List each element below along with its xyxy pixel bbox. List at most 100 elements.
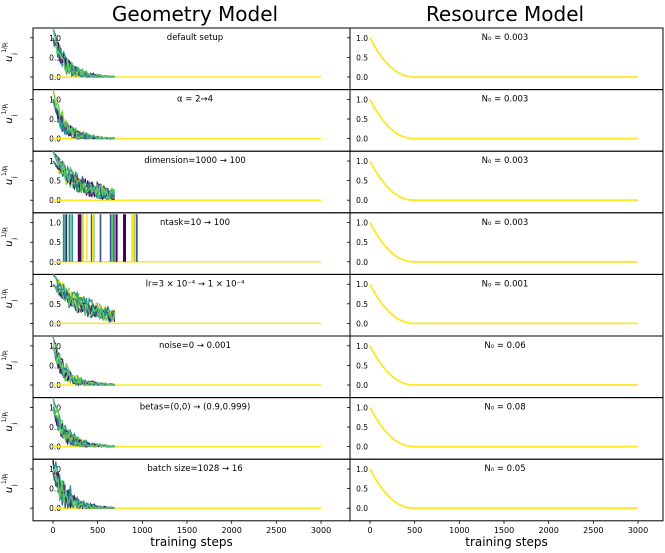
panel-title: N₀ = 0.003	[482, 33, 529, 43]
y-tick-label: 1.0	[49, 403, 61, 412]
y-axis-label: uj1/pi	[1, 227, 18, 246]
y-tick-label: 0.5	[49, 177, 61, 186]
x-tick-label: 2000	[221, 526, 241, 535]
y-axis-label-sub: j	[11, 238, 18, 241]
y-tick-label: 0.5	[356, 485, 368, 494]
series-line	[52, 273, 116, 321]
series-line	[52, 407, 115, 448]
series-line	[52, 27, 115, 78]
y-tick-label: 0.5	[356, 361, 368, 370]
series-line	[52, 27, 115, 78]
y-tick-label: 0.0	[356, 443, 368, 452]
y-tick-label: 1.0	[356, 157, 368, 166]
y-axis-label-u: u	[4, 117, 15, 123]
y-axis-label: uj1/pi	[1, 104, 18, 123]
y-axis-label-sub: j	[11, 53, 18, 56]
panel-title: N₀ = 0.003	[482, 95, 529, 105]
x-tick-label: 3000	[628, 526, 648, 535]
panel-title: N₀ = 0.05	[484, 464, 525, 474]
y-tick-label: 1.0	[356, 219, 368, 228]
panel-title: noise=0 → 0.001	[159, 341, 231, 351]
x-axis-label: training steps	[465, 535, 548, 549]
x-tick-label: 3000	[311, 526, 331, 535]
y-axis-label: uj1/pi	[1, 166, 18, 185]
y-tick-label: 1.0	[49, 342, 61, 351]
y-axis-label: uj1/pi	[1, 289, 18, 308]
panel-title: N₀ = 0.003	[482, 218, 529, 228]
series-line	[52, 150, 116, 201]
y-tick-label: 1.0	[356, 34, 368, 43]
y-axis-label-sup: 1/p	[1, 166, 8, 176]
y-tick-label: 0.0	[356, 504, 368, 513]
x-tick-label: 1500	[177, 526, 197, 535]
y-axis-label-sup: 1/p	[1, 289, 8, 299]
y-axis-label-sup-sub: i	[4, 227, 10, 228]
series-line	[369, 37, 638, 78]
y-axis-label-sub: j	[11, 114, 18, 117]
panel-resource-4: 0.0 0.5 1.0 N₀ = 0.001	[347, 273, 664, 337]
y-tick-label: 1.0	[49, 157, 61, 166]
x-tick-label: 2500	[266, 526, 286, 535]
panel-title: ntask=10 → 100	[160, 218, 230, 228]
panel-resource-2: 0.0 0.5 1.0 N₀ = 0.003	[347, 150, 664, 214]
y-tick-label: 0.0	[356, 319, 368, 328]
panel-resource-0: 0.0 0.5 1.0 N₀ = 0.003	[347, 27, 664, 91]
series-line	[369, 406, 638, 448]
y-tick-label: 1.0	[49, 219, 61, 228]
panel-title: N₀ = 0.06	[484, 341, 525, 351]
y-tick-label: 0.0	[356, 196, 368, 205]
series-line	[369, 222, 638, 263]
series-line	[369, 468, 638, 510]
y-axis-label-sub: j	[11, 422, 18, 425]
x-tick-label: 500	[407, 526, 422, 535]
x-tick-label: 2500	[583, 526, 603, 535]
y-axis-label-u: u	[4, 487, 15, 493]
y-tick-label: 0.5	[356, 300, 368, 309]
y-tick-label: 1.0	[356, 342, 368, 351]
panel-frame	[349, 458, 664, 522]
series-line	[52, 27, 115, 78]
y-axis-label-sub: j	[11, 299, 18, 302]
y-axis-label-sup-sub: i	[4, 351, 10, 352]
panel-resource-5: 0.0 0.5 1.0 N₀ = 0.06	[347, 335, 664, 399]
y-tick-label: 0.5	[49, 238, 61, 247]
series-line	[52, 345, 115, 387]
x-tick-label: 2000	[538, 526, 558, 535]
y-tick-label: 0.5	[356, 238, 368, 247]
y-tick-label: 0.5	[356, 423, 368, 432]
series-line	[369, 283, 638, 325]
y-axis-label-u: u	[4, 364, 15, 370]
series-line	[369, 345, 638, 386]
series-line	[369, 98, 638, 140]
y-tick-label: 0.0	[356, 135, 368, 144]
x-tick-label: 500	[90, 526, 105, 535]
x-tick-label: 1000	[449, 526, 469, 535]
y-tick-label: 1.0	[356, 95, 368, 104]
series-line	[52, 283, 116, 323]
y-axis-label-sub: j	[11, 361, 18, 364]
panel-resource-3: 0.0 0.5 1.0 N₀ = 0.003	[347, 212, 664, 275]
y-axis-label-u: u	[4, 56, 15, 62]
y-axis-label-sup-sub: i	[4, 412, 10, 413]
y-axis-label: uj1/pi	[1, 351, 18, 370]
y-axis-label-sup: 1/p	[1, 413, 8, 423]
y-tick-label: 0.5	[49, 300, 61, 309]
y-axis-label-sub: j	[11, 176, 18, 179]
y-tick-label: 1.0	[49, 280, 61, 289]
y-axis-label-u: u	[4, 240, 15, 246]
y-axis-label-sup: 1/p	[1, 228, 8, 238]
x-tick-label: 1500	[494, 526, 514, 535]
y-axis-label-sup-sub: i	[4, 43, 10, 44]
y-axis-label-sup: 1/p	[1, 474, 8, 484]
x-tick-label: 0	[50, 526, 55, 535]
y-axis-label: uj1/pi	[1, 474, 18, 493]
